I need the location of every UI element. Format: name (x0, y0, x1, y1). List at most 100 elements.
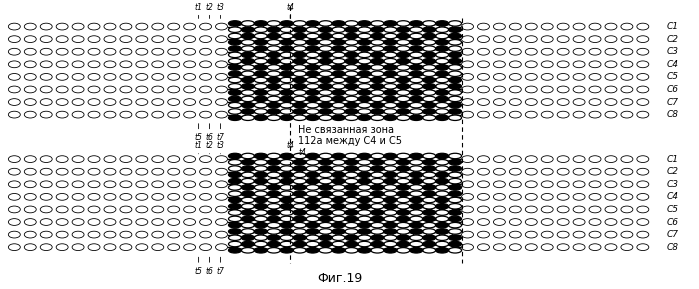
Ellipse shape (526, 99, 538, 105)
Ellipse shape (371, 210, 384, 215)
Ellipse shape (276, 245, 284, 249)
Ellipse shape (493, 206, 505, 213)
Ellipse shape (573, 219, 585, 225)
Ellipse shape (168, 168, 180, 175)
Ellipse shape (254, 235, 267, 240)
Ellipse shape (345, 223, 358, 228)
Ellipse shape (449, 27, 461, 32)
Ellipse shape (449, 178, 461, 184)
Ellipse shape (332, 248, 345, 253)
Ellipse shape (168, 181, 180, 188)
Ellipse shape (341, 63, 349, 66)
Ellipse shape (341, 220, 349, 224)
Ellipse shape (267, 96, 280, 102)
Ellipse shape (589, 99, 601, 105)
Ellipse shape (423, 27, 435, 32)
Ellipse shape (573, 168, 585, 175)
Ellipse shape (637, 23, 649, 30)
Ellipse shape (332, 109, 345, 114)
Ellipse shape (358, 84, 371, 89)
Ellipse shape (510, 193, 521, 200)
Ellipse shape (435, 77, 449, 83)
Ellipse shape (280, 223, 293, 228)
Ellipse shape (345, 103, 358, 108)
Ellipse shape (493, 244, 505, 251)
Ellipse shape (449, 160, 461, 165)
Ellipse shape (423, 103, 435, 108)
Ellipse shape (397, 90, 410, 95)
Text: C1: C1 (667, 155, 679, 164)
Ellipse shape (315, 38, 323, 41)
Ellipse shape (419, 220, 426, 224)
Ellipse shape (345, 46, 358, 51)
Ellipse shape (477, 206, 489, 213)
Ellipse shape (280, 166, 293, 171)
Ellipse shape (384, 223, 397, 228)
Ellipse shape (358, 197, 371, 203)
Ellipse shape (449, 153, 461, 159)
Ellipse shape (449, 223, 461, 228)
Ellipse shape (573, 73, 585, 80)
Ellipse shape (367, 25, 375, 28)
Ellipse shape (293, 216, 306, 222)
Ellipse shape (406, 208, 414, 211)
Ellipse shape (280, 40, 293, 45)
Ellipse shape (493, 168, 505, 175)
Ellipse shape (435, 71, 449, 77)
Ellipse shape (332, 172, 345, 177)
Ellipse shape (358, 96, 371, 102)
Ellipse shape (341, 233, 349, 236)
Ellipse shape (526, 219, 538, 225)
Ellipse shape (238, 100, 245, 104)
Ellipse shape (276, 208, 284, 211)
Ellipse shape (435, 160, 449, 165)
Ellipse shape (384, 21, 397, 26)
Ellipse shape (136, 231, 147, 238)
Ellipse shape (41, 48, 52, 55)
Ellipse shape (315, 63, 323, 66)
Ellipse shape (72, 86, 84, 93)
Ellipse shape (371, 185, 384, 190)
Ellipse shape (264, 88, 271, 91)
Ellipse shape (445, 233, 452, 236)
Ellipse shape (510, 219, 521, 225)
Ellipse shape (184, 86, 196, 93)
Ellipse shape (384, 115, 397, 121)
Ellipse shape (345, 191, 358, 197)
Ellipse shape (419, 88, 426, 91)
Ellipse shape (306, 248, 319, 253)
Ellipse shape (371, 103, 384, 108)
Ellipse shape (56, 219, 68, 225)
Ellipse shape (406, 183, 414, 186)
Ellipse shape (306, 223, 319, 228)
Ellipse shape (605, 219, 617, 225)
Ellipse shape (384, 197, 397, 203)
Ellipse shape (510, 206, 521, 213)
Ellipse shape (367, 100, 375, 104)
Ellipse shape (557, 219, 569, 225)
Ellipse shape (393, 208, 401, 211)
Ellipse shape (435, 115, 449, 121)
Ellipse shape (637, 61, 649, 68)
Ellipse shape (302, 195, 310, 199)
Ellipse shape (410, 40, 423, 45)
Ellipse shape (461, 168, 473, 175)
Ellipse shape (104, 23, 116, 30)
Ellipse shape (557, 168, 569, 175)
Ellipse shape (293, 90, 306, 95)
Ellipse shape (605, 73, 617, 80)
Ellipse shape (358, 235, 371, 240)
Ellipse shape (332, 166, 345, 171)
Ellipse shape (493, 231, 505, 238)
Ellipse shape (358, 191, 371, 197)
Ellipse shape (477, 61, 489, 68)
Ellipse shape (573, 181, 585, 188)
Ellipse shape (332, 103, 345, 108)
Ellipse shape (423, 77, 435, 83)
Ellipse shape (332, 65, 345, 70)
Ellipse shape (621, 168, 633, 175)
Ellipse shape (229, 216, 241, 222)
Ellipse shape (397, 166, 410, 171)
Ellipse shape (358, 65, 371, 70)
Ellipse shape (573, 61, 585, 68)
